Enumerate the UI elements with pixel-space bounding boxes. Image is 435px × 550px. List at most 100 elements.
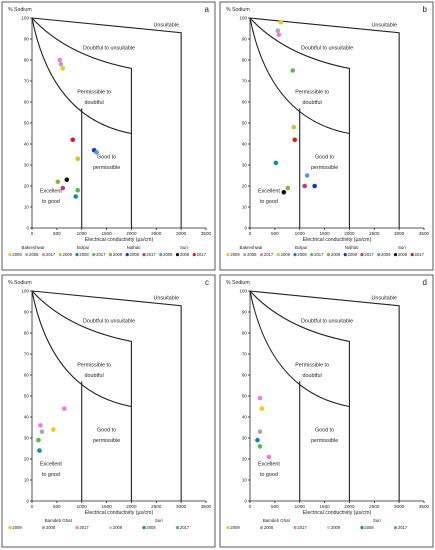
data-point-2017 <box>36 437 41 443</box>
x-tick-label: 1000 <box>295 504 306 509</box>
x-tick-label: 1000 <box>77 231 88 236</box>
data-point-2008 <box>275 28 281 33</box>
legend-year-label: 2008 <box>46 525 56 530</box>
legend-year-label: 2008 <box>348 252 358 257</box>
x-axis-label: Electrical conductivity (µs/cm) <box>85 510 154 516</box>
data-point-2008 <box>255 437 260 443</box>
legend-swatch <box>175 526 180 530</box>
data-point-2008 <box>37 448 42 453</box>
region-label-excellent: to good <box>42 199 60 205</box>
y-tick-label: 60 <box>24 100 30 105</box>
y-tick-label: 20 <box>242 457 248 462</box>
panel-frame <box>1 1 216 271</box>
legend-swatch <box>393 253 398 257</box>
data-point-2008 <box>257 429 263 435</box>
x-tick-label: 3500 <box>201 504 212 509</box>
x-tick-label: 2000 <box>126 231 137 236</box>
y-axis-label: % Sodium <box>8 280 32 286</box>
data-point-2017 <box>62 406 67 411</box>
y-tick-label: 50 <box>242 394 248 399</box>
y-tick-label: 100 <box>21 16 29 21</box>
y-tick-label: 40 <box>24 142 30 147</box>
legend-site-label: Bolpur <box>77 245 90 250</box>
x-tick-label: 2000 <box>126 504 137 509</box>
region-label-permissible: doubtful <box>303 373 322 379</box>
boundary-permissible <box>249 17 350 135</box>
x-tick-label: 3500 <box>419 231 430 236</box>
legend-swatch <box>25 253 29 257</box>
x-tick-label: 3000 <box>394 504 405 509</box>
x-tick-label: 1500 <box>319 231 330 236</box>
boundary-unsuitable <box>31 17 182 228</box>
legend-year-label: 2017 <box>314 252 324 257</box>
legend-swatch <box>108 253 113 257</box>
y-tick-label: 0 <box>244 499 247 504</box>
legend-year-label: 2008 <box>130 252 140 257</box>
data-point-2017 <box>257 395 263 401</box>
panel-letter: b <box>423 5 428 14</box>
x-tick-label: 3000 <box>394 231 405 236</box>
boundary-permissible <box>249 290 350 408</box>
y-tick-label: 50 <box>242 121 248 126</box>
region-label-permissible: Permissible to <box>77 90 111 96</box>
legend-year-label: 2008 <box>180 252 190 257</box>
legend-year-label: 2017 <box>46 252 56 257</box>
x-tick-label: 0 <box>31 504 34 509</box>
legend-year-label: 2008 <box>364 525 374 530</box>
legend-year-label: 2009 <box>113 525 123 530</box>
data-point-2008 <box>58 61 64 67</box>
x-tick-label: 1500 <box>101 231 112 236</box>
y-tick-label: 100 <box>239 289 247 294</box>
x-tick-label: 500 <box>271 504 279 509</box>
x-tick-label: 2500 <box>369 504 380 509</box>
x-tick-label: 3000 <box>176 504 187 509</box>
y-tick-label: 70 <box>242 352 248 357</box>
region-label-permissible: Permissible to <box>295 90 329 96</box>
y-tick-label: 90 <box>24 37 30 42</box>
legend-swatch <box>175 253 180 257</box>
legend-year-label: 2017 <box>79 525 89 530</box>
data-point-2008 <box>39 429 45 435</box>
y-tick-label: 30 <box>24 163 30 168</box>
x-tick-label: 2500 <box>151 504 162 509</box>
data-point-2017 <box>302 183 307 189</box>
y-tick-label: 60 <box>242 100 248 105</box>
y-tick-label: 10 <box>242 205 248 210</box>
boundary-doubtful <box>249 17 350 228</box>
legend-swatch <box>360 526 364 530</box>
data-point-2017 <box>60 185 66 191</box>
legend-swatch <box>310 253 314 257</box>
boundary-doubtful <box>31 290 132 501</box>
x-tick-label: 1500 <box>101 504 112 509</box>
legend-year-label: 2017 <box>415 252 425 257</box>
legend-swatch <box>108 526 113 530</box>
legend-swatch <box>8 526 12 530</box>
y-tick-label: 60 <box>242 373 248 378</box>
legend-swatch <box>226 253 230 257</box>
legend-swatch <box>326 526 331 530</box>
y-axis-label: % Sodium <box>226 280 250 286</box>
region-label-excellent: Excellent <box>40 461 62 467</box>
y-tick-label: 80 <box>24 331 30 336</box>
legend-swatch <box>377 253 381 257</box>
legend-swatch <box>393 526 398 530</box>
region-label-good: Good to <box>315 428 334 434</box>
y-axis-label: % Sodium <box>226 7 250 13</box>
data-point-2009 <box>278 19 284 25</box>
x-tick-label: 1000 <box>77 504 88 509</box>
region-label-excellent: Excellent <box>40 188 62 194</box>
data-point-2008 <box>312 183 317 189</box>
legend-swatch <box>293 526 297 530</box>
legend-year-label: 2017 <box>398 525 408 530</box>
y-tick-label: 90 <box>242 310 248 315</box>
x-axis-label: Electrical conductivity (µs/cm) <box>85 237 154 243</box>
region-label-unsuitable: Unsuitable <box>371 295 396 301</box>
region-label-permissible: doubtful <box>303 100 322 106</box>
legend-swatch <box>243 253 247 257</box>
x-tick-label: 2000 <box>344 231 355 236</box>
y-tick-label: 30 <box>242 436 248 441</box>
panel-frame <box>219 274 434 548</box>
